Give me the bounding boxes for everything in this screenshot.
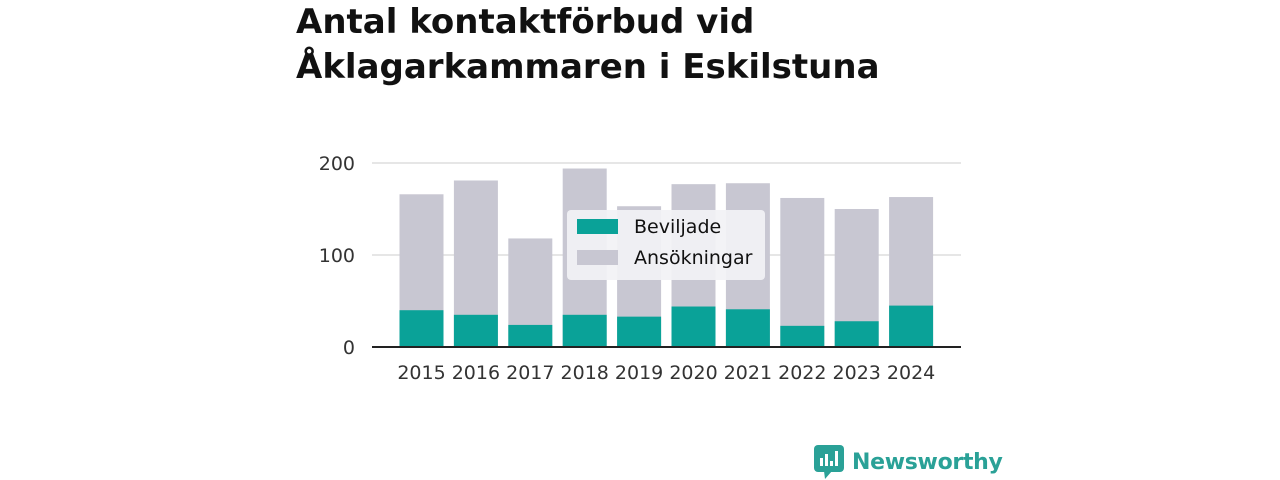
x-tick-label: 2016 <box>452 362 500 384</box>
chart-title-line-2: Åklagarkammaren i Eskilstuna <box>296 47 880 87</box>
legend: Beviljade Ansökningar <box>567 210 765 280</box>
newsworthy-brand: Newsworthy <box>814 444 1003 480</box>
beviljade-bars <box>399 305 934 347</box>
x-tick-label: 2021 <box>724 362 772 384</box>
brand-name: Newsworthy <box>852 449 1003 475</box>
x-axis-ticks: 2015 2016 2017 2018 2019 2020 2021 2022 2023 2024 <box>397 362 935 384</box>
x-tick-label: 2019 <box>615 362 663 384</box>
bar-beviljade-2015 <box>399 310 444 347</box>
bar-beviljade-2019 <box>617 316 662 347</box>
bar-beviljade-2023 <box>834 321 879 347</box>
legend-swatch-beviljade <box>577 219 618 234</box>
bar-beviljade-2021 <box>725 309 770 347</box>
bar-beviljade-2016 <box>453 314 498 347</box>
y-tick-label: 100 <box>319 245 355 267</box>
legend-label-beviljade: Beviljade <box>634 216 721 238</box>
bar-beviljade-2017 <box>508 324 553 347</box>
chart-title-line-1: Antal kontaktförbud vid <box>296 2 755 42</box>
chart-title: Antal kontaktförbud vid Åklagarkammaren … <box>296 0 996 90</box>
x-tick-label: 2018 <box>561 362 609 384</box>
bar-beviljade-2018 <box>562 314 607 347</box>
newsworthy-logo-icon <box>814 445 844 479</box>
x-tick-label: 2022 <box>778 362 826 384</box>
x-tick-label: 2020 <box>669 362 717 384</box>
legend-swatch-ansokningar <box>577 250 618 265</box>
x-tick-label: 2017 <box>506 362 554 384</box>
x-tick-label: 2024 <box>887 362 935 384</box>
x-tick-label: 2023 <box>833 362 881 384</box>
x-tick-label: 2015 <box>397 362 445 384</box>
y-axis-ticks: 0 100 200 <box>319 153 355 359</box>
bar-beviljade-2022 <box>780 325 825 347</box>
y-tick-label: 200 <box>319 153 355 175</box>
bar-ansokningar-2022 <box>780 197 825 347</box>
legend-label-ansokningar: Ansökningar <box>634 247 753 269</box>
bar-beviljade-2020 <box>671 306 716 347</box>
bar-beviljade-2024 <box>889 305 934 347</box>
y-tick-label: 0 <box>343 337 355 359</box>
